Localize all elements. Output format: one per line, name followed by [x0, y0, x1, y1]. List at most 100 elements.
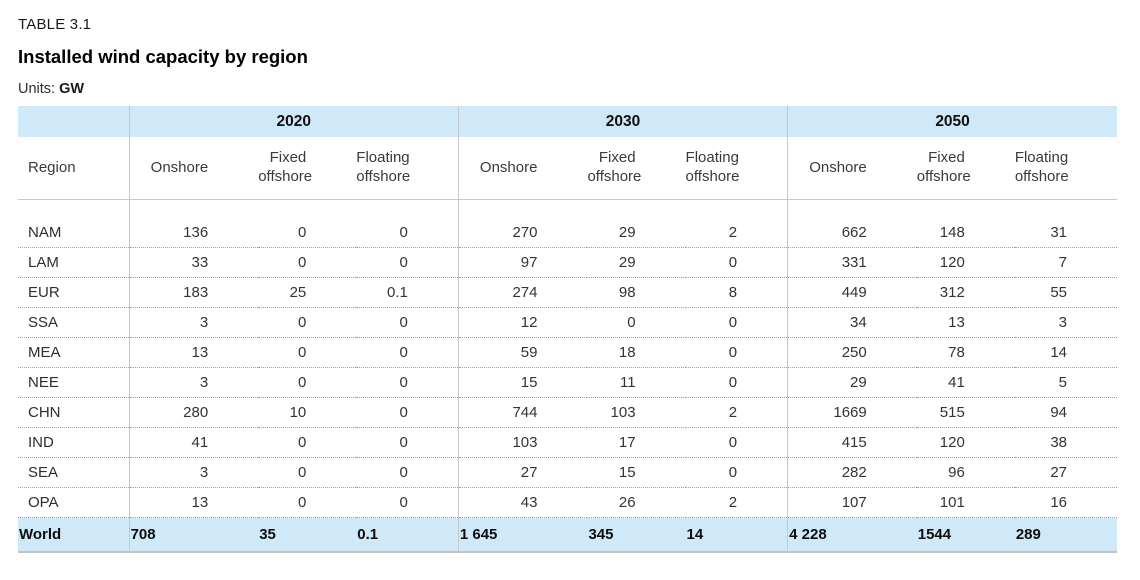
table-title: Installed wind capacity by region — [18, 46, 308, 67]
units-line: Units: GW — [18, 81, 1122, 97]
col-header-floating-2020: Floating offshore — [356, 137, 459, 200]
value-cell: 120 — [916, 247, 1015, 278]
units-label: Units: — [18, 81, 56, 97]
table-row: OPA 13 0 0 43 26 2 107 101 16 — [18, 487, 1117, 518]
value-cell: 13 — [128, 487, 259, 518]
value-cell: 0 — [685, 457, 788, 488]
value-cell: 282 — [787, 457, 917, 488]
table-row: IND 41 0 0 103 17 0 415 120 38 — [18, 427, 1117, 458]
value-cell: 31 — [1014, 218, 1117, 248]
value-cell: 289 — [1014, 517, 1117, 553]
value-cell: 59 — [457, 337, 588, 368]
value-cell: 280 — [128, 397, 259, 428]
col-header-fixed-2020: Fixed offshore — [258, 137, 357, 200]
value-cell: 0 — [356, 247, 459, 278]
value-cell: 2 — [685, 397, 788, 428]
value-cell: 662 — [787, 218, 917, 248]
value-cell: 0 — [356, 487, 459, 518]
value-cell: 148 — [916, 218, 1015, 248]
region-cell: OPA — [18, 487, 130, 518]
value-cell: 415 — [787, 427, 917, 458]
value-cell: 0 — [258, 367, 357, 398]
value-cell: 0 — [258, 337, 357, 368]
value-cell: 250 — [787, 337, 917, 368]
year-header-2030: 2030 — [457, 106, 788, 137]
value-cell: 0.1 — [356, 277, 459, 308]
col-header-onshore-2050: Onshore — [787, 137, 917, 200]
table-row: NEE 3 0 0 15 11 0 29 41 5 — [18, 367, 1117, 398]
col-header-onshore-2030: Onshore — [457, 137, 588, 200]
value-cell: 5 — [1014, 367, 1117, 398]
value-cell: 120 — [916, 427, 1015, 458]
value-cell: 0 — [685, 247, 788, 278]
table-row: EUR 183 25 0.1 274 98 8 449 312 55 — [18, 277, 1117, 308]
value-cell: 103 — [587, 397, 686, 428]
value-cell: 744 — [457, 397, 588, 428]
table-row: MEA 13 0 0 59 18 0 250 78 14 — [18, 337, 1117, 368]
value-cell: 13 — [128, 337, 259, 368]
table-row: SEA 3 0 0 27 15 0 282 96 27 — [18, 457, 1117, 488]
region-cell: MEA — [18, 337, 130, 368]
value-cell: 274 — [457, 277, 588, 308]
value-cell: 41 — [916, 367, 1015, 398]
value-cell: 27 — [1014, 457, 1117, 488]
year-header-2050: 2050 — [787, 106, 1117, 137]
region-cell: World — [18, 517, 130, 553]
value-cell: 29 — [787, 367, 917, 398]
value-cell: 3 — [128, 457, 259, 488]
table-number: TABLE 3.1 — [18, 16, 92, 33]
value-cell: 15 — [457, 367, 588, 398]
value-cell: 33 — [128, 247, 259, 278]
value-cell: 14 — [685, 517, 788, 553]
region-cell: IND — [18, 427, 130, 458]
header-spacer-row — [18, 199, 1117, 218]
value-cell: 0 — [685, 427, 788, 458]
value-cell: 35 — [258, 517, 357, 553]
value-cell: 1544 — [916, 517, 1015, 553]
value-cell: 449 — [787, 277, 917, 308]
value-cell: 55 — [1014, 277, 1117, 308]
value-cell: 1669 — [787, 397, 917, 428]
value-cell: 331 — [787, 247, 917, 278]
col-header-onshore-2020: Onshore — [128, 137, 259, 200]
units-value: GW — [59, 81, 85, 97]
value-cell: 12 — [457, 307, 588, 338]
value-cell: 17 — [587, 427, 686, 458]
region-column-header: Region — [18, 137, 130, 200]
value-cell: 29 — [587, 247, 686, 278]
value-cell: 0 — [356, 427, 459, 458]
value-cell: 0 — [685, 307, 788, 338]
value-cell: 0 — [356, 218, 459, 248]
value-cell: 38 — [1014, 427, 1117, 458]
region-cell: CHN — [18, 397, 130, 428]
col-header-floating-2030: Floating offshore — [685, 137, 788, 200]
value-cell: 10 — [258, 397, 357, 428]
value-cell: 708 — [128, 517, 259, 553]
value-cell: 0.1 — [356, 517, 459, 553]
value-cell: 101 — [916, 487, 1015, 518]
value-cell: 27 — [457, 457, 588, 488]
table-row: NAM 136 0 0 270 29 2 662 148 31 — [18, 218, 1117, 248]
column-header-row: Region Onshore Fixed offshore Floating o… — [18, 137, 1117, 200]
value-cell: 3 — [128, 367, 259, 398]
value-cell: 345 — [587, 517, 686, 553]
value-cell: 26 — [587, 487, 686, 518]
value-cell: 8 — [685, 277, 788, 308]
region-cell: EUR — [18, 277, 130, 308]
value-cell: 14 — [1014, 337, 1117, 368]
value-cell: 0 — [356, 367, 459, 398]
value-cell: 16 — [1014, 487, 1117, 518]
region-cell: SEA — [18, 457, 130, 488]
col-header-floating-2050: Floating offshore — [1014, 137, 1117, 200]
value-cell: 0 — [258, 487, 357, 518]
value-cell: 183 — [128, 277, 259, 308]
table-row: SSA 3 0 0 12 0 0 34 13 3 — [18, 307, 1117, 338]
value-cell: 4 228 — [787, 517, 917, 553]
value-cell: 0 — [356, 457, 459, 488]
world-total-row: World 708 35 0.1 1 645 345 14 4 228 1544… — [18, 517, 1117, 553]
wind-capacity-table: 2020 2030 2050 Region Onshore Fixed offs… — [18, 106, 1117, 553]
table-row: LAM 33 0 0 97 29 0 331 120 7 — [18, 247, 1117, 278]
value-cell: 96 — [916, 457, 1015, 488]
value-cell: 7 — [1014, 247, 1117, 278]
